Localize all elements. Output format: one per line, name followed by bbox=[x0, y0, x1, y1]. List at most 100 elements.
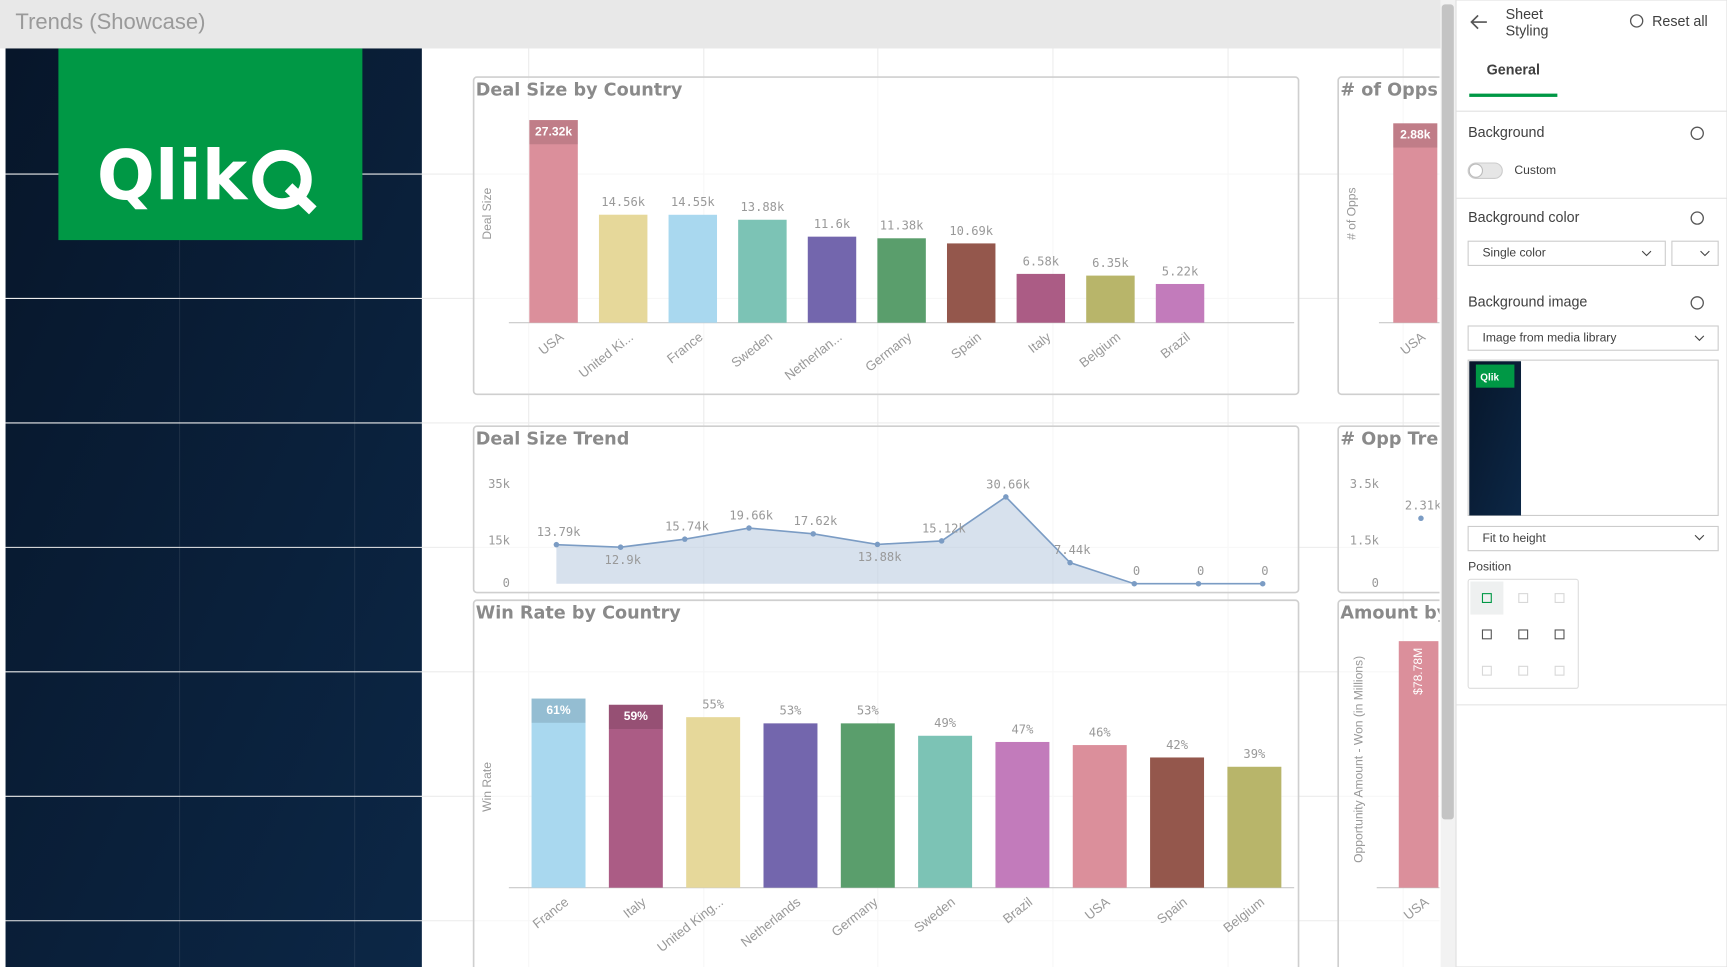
reset-icon[interactable] bbox=[1690, 126, 1704, 140]
section-label: Background color bbox=[1468, 210, 1580, 226]
position-button[interactable] bbox=[1554, 665, 1565, 676]
value-label: 14.55k bbox=[671, 195, 715, 209]
bar bbox=[531, 698, 586, 888]
styling-panel: Sheet Styling Reset all General Backgrou… bbox=[1455, 0, 1727, 967]
bar bbox=[529, 120, 578, 323]
bar bbox=[1155, 283, 1205, 323]
position-button[interactable] bbox=[1554, 593, 1565, 603]
bar bbox=[918, 735, 973, 888]
dropdown-value: Single color bbox=[1482, 246, 1545, 260]
position-selected bbox=[1470, 581, 1504, 615]
chart-title: # of Opps by bbox=[1340, 80, 1468, 100]
value-label: 7.44k bbox=[1054, 543, 1091, 557]
y-tick-label: 0 bbox=[1372, 576, 1379, 590]
reset-icon[interactable] bbox=[1690, 211, 1704, 225]
dropdown-value: Fit to height bbox=[1482, 531, 1546, 545]
value-label: 61% bbox=[546, 703, 570, 717]
y-tick-label: 1.5k bbox=[1350, 534, 1380, 548]
value-label-bg bbox=[531, 698, 586, 723]
position-button[interactable] bbox=[1481, 629, 1492, 640]
position-button[interactable] bbox=[1481, 665, 1492, 676]
point bbox=[1067, 559, 1073, 566]
value-label: 17.62k bbox=[794, 514, 838, 528]
value-label: 11.6k bbox=[814, 217, 851, 231]
reset-button[interactable]: Reset all bbox=[1652, 14, 1708, 30]
value-label: 13.88k bbox=[741, 200, 785, 214]
value-label: 49% bbox=[934, 716, 957, 730]
value-label: $78.78M bbox=[1411, 648, 1425, 695]
logo-q bbox=[252, 149, 317, 215]
bar bbox=[1072, 745, 1127, 888]
position-button[interactable] bbox=[1518, 629, 1529, 640]
section-label: Background image bbox=[1468, 295, 1587, 311]
value-label-bg bbox=[529, 120, 578, 145]
tab[interactable]: General bbox=[1487, 62, 1540, 78]
value-label: 14.56k bbox=[601, 195, 645, 209]
position-button[interactable] bbox=[1518, 593, 1529, 603]
dropdown-value: Image from media library bbox=[1482, 330, 1617, 344]
chart: Amount by C Opportunity Amount - Won (in … bbox=[1337, 599, 1440, 967]
point bbox=[746, 525, 752, 531]
bar bbox=[598, 214, 648, 323]
bar bbox=[738, 219, 787, 323]
value-label: 15.12k bbox=[922, 521, 966, 535]
color-picker[interactable] bbox=[1671, 240, 1719, 266]
header-bar bbox=[0, 0, 1441, 49]
y-axis-label: Deal Size bbox=[480, 187, 494, 239]
reset-icon[interactable] bbox=[1690, 296, 1704, 310]
bar bbox=[1398, 641, 1439, 888]
point bbox=[938, 538, 945, 544]
section-label: Position bbox=[1468, 559, 1511, 573]
value-label: 0 bbox=[1261, 564, 1268, 578]
sheet-title: Trends (Showcase) bbox=[15, 9, 205, 34]
value-label-bg bbox=[608, 704, 663, 729]
value-label: 2.31k bbox=[1405, 499, 1442, 513]
point bbox=[810, 531, 816, 537]
toggle-label: Custom bbox=[1514, 163, 1556, 177]
y-tick-label: 35k bbox=[488, 477, 511, 491]
value-label: 0 bbox=[1133, 564, 1140, 578]
value-label: 30.66k bbox=[986, 477, 1030, 491]
y-tick-label: 0 bbox=[503, 576, 510, 590]
logo-text: Qlik bbox=[97, 137, 249, 216]
value-label: 6.58k bbox=[1023, 254, 1060, 268]
value-label: 53% bbox=[780, 704, 803, 718]
point bbox=[874, 541, 881, 548]
bar bbox=[1150, 757, 1205, 888]
chart-title: Deal Size by Country bbox=[476, 80, 683, 100]
dropdown[interactable] bbox=[1467, 325, 1719, 351]
y-axis-label: Opportunity Amount - Won (in Millions) bbox=[1351, 656, 1365, 863]
position-button[interactable] bbox=[1518, 665, 1529, 676]
bar bbox=[1086, 275, 1135, 323]
chart-title: Win Rate by Country bbox=[476, 603, 681, 623]
dropdown[interactable] bbox=[1467, 525, 1719, 552]
back-button[interactable] bbox=[1470, 14, 1487, 30]
chart-card bbox=[1337, 425, 1440, 594]
point bbox=[1131, 580, 1138, 587]
point bbox=[1003, 494, 1009, 500]
dropdown[interactable] bbox=[1467, 240, 1666, 266]
chart-card bbox=[472, 425, 1300, 594]
tab-underline bbox=[1469, 93, 1558, 97]
bar bbox=[1227, 766, 1282, 888]
chart: Deal Size Trend 0 15k 35k 13.79k 12.9k 15.74k 1… bbox=[472, 425, 1300, 594]
chart: # Opp Trend 0 1.5k 3.5k 2.31k bbox=[1337, 425, 1463, 594]
value-label: 11.38k bbox=[880, 219, 924, 233]
bar bbox=[668, 214, 718, 323]
panel-title: Styling bbox=[1506, 24, 1549, 40]
value-label: 19.66k bbox=[729, 508, 773, 522]
area bbox=[556, 496, 1263, 584]
position-button[interactable] bbox=[1554, 629, 1565, 640]
position-button[interactable] bbox=[1481, 593, 1492, 603]
value-label: 59% bbox=[624, 709, 648, 723]
bar bbox=[1393, 123, 1438, 323]
chart-title: # Opp Trend bbox=[1340, 429, 1463, 449]
value-label: 10.69k bbox=[949, 224, 993, 238]
value-label: 12.9k bbox=[605, 553, 642, 567]
scrollbar-thumb[interactable] bbox=[1441, 4, 1454, 820]
reset-icon[interactable] bbox=[1629, 14, 1644, 28]
point bbox=[1195, 580, 1202, 587]
y-axis-label: # of Opps bbox=[1345, 187, 1359, 240]
